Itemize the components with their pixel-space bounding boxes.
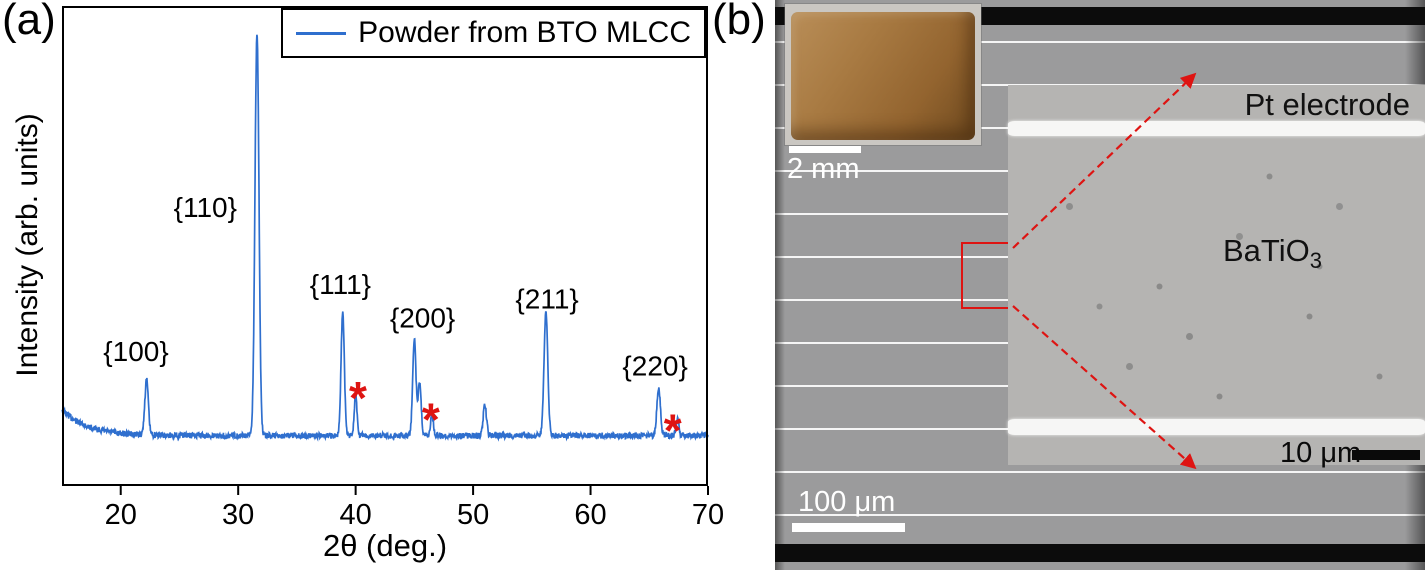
peak-label: {220} bbox=[622, 351, 687, 382]
x-axis-label: 2θ (deg.) bbox=[322, 528, 448, 563]
sem-bottom-border-band bbox=[775, 544, 1425, 562]
xrd-panel: (a) Intensity (arb. units) 20 30 40 50 60 70 {… bbox=[0, 0, 724, 570]
x-tick-label: 30 bbox=[222, 499, 254, 531]
x-tick-label: 50 bbox=[457, 499, 489, 531]
pt-electrode-band-top bbox=[1008, 121, 1425, 136]
plot-frame bbox=[62, 6, 708, 486]
main-scalebar bbox=[792, 523, 905, 532]
peak-label: {211} bbox=[515, 283, 578, 314]
xrd-curve bbox=[61, 34, 709, 442]
panel-a-label: (a) bbox=[2, 0, 56, 44]
sem-panel: (b) 2 mm 100 μm Pt electrode BaTiO3 10 μ… bbox=[712, 0, 1425, 570]
peak-label: {111} bbox=[310, 269, 371, 300]
batio3-label: BaTiO3 bbox=[1223, 233, 1322, 274]
y-axis-label: Intensity (arb. units) bbox=[11, 113, 44, 377]
peak-label: {100} bbox=[103, 336, 168, 367]
zoom-scalebar-label: 10 μm bbox=[1280, 437, 1362, 469]
pt-electrode-band-bottom bbox=[1008, 419, 1425, 435]
sem-zoom-inset: Pt electrode BaTiO3 10 μm bbox=[1008, 85, 1425, 469]
x-tick-label: 70 bbox=[692, 499, 724, 531]
batio3-base: BaTiO bbox=[1223, 233, 1310, 268]
mlcc-chip-photo bbox=[791, 12, 975, 140]
x-tick-label: 40 bbox=[340, 499, 372, 531]
sample-photo-inset bbox=[785, 4, 981, 145]
peak-label: {110} bbox=[174, 192, 237, 223]
legend-label: Powder from BTO MLCC bbox=[358, 16, 691, 49]
x-tick-label: 20 bbox=[105, 499, 137, 531]
impurity-asterisk: * bbox=[422, 394, 440, 446]
zoom-scalebar bbox=[1352, 450, 1420, 460]
legend-line-sample bbox=[296, 31, 347, 35]
xrd-plot: 20 30 40 50 60 70 {100} {110} {111} {200} {211} {22… bbox=[61, 6, 724, 531]
main-scalebar-label: 100 μm bbox=[798, 486, 896, 518]
impurity-asterisk: * bbox=[664, 405, 682, 457]
sem-image: 2 mm 100 μm Pt electrode BaTiO3 10 μm bbox=[775, 0, 1425, 570]
pore-speckles bbox=[1008, 85, 1011, 88]
peak-label: {200} bbox=[390, 303, 455, 334]
zoom-region-box bbox=[961, 242, 1010, 309]
impurity-asterisk: * bbox=[349, 372, 367, 424]
panel-b-label: (b) bbox=[712, 0, 766, 44]
photo-scalebar bbox=[789, 146, 861, 153]
photo-scalebar-label: 2 mm bbox=[787, 153, 860, 185]
legend: Powder from BTO MLCC bbox=[281, 8, 706, 58]
pt-electrode-label: Pt electrode bbox=[1244, 87, 1410, 122]
batio3-subscript: 3 bbox=[1309, 248, 1322, 274]
x-tick-label: 60 bbox=[574, 499, 606, 531]
